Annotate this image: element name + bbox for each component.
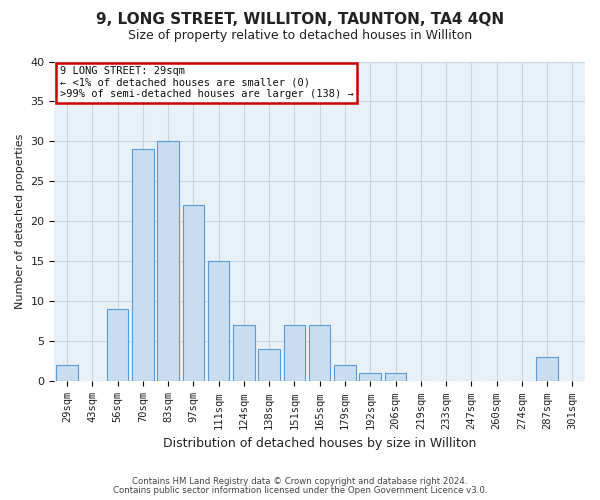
Bar xyxy=(56,366,78,382)
X-axis label: Distribution of detached houses by size in Williton: Distribution of detached houses by size … xyxy=(163,437,476,450)
Bar xyxy=(208,262,229,382)
Bar xyxy=(334,366,356,382)
Bar xyxy=(233,326,254,382)
Bar xyxy=(259,350,280,382)
Bar xyxy=(536,358,558,382)
Y-axis label: Number of detached properties: Number of detached properties xyxy=(15,134,25,309)
Bar xyxy=(385,374,406,382)
Bar xyxy=(107,310,128,382)
Bar xyxy=(132,150,154,382)
Text: 9, LONG STREET, WILLITON, TAUNTON, TA4 4QN: 9, LONG STREET, WILLITON, TAUNTON, TA4 4… xyxy=(96,12,504,28)
Text: Size of property relative to detached houses in Williton: Size of property relative to detached ho… xyxy=(128,29,472,42)
Text: 9 LONG STREET: 29sqm
← <1% of detached houses are smaller (0)
>99% of semi-detac: 9 LONG STREET: 29sqm ← <1% of detached h… xyxy=(60,66,353,100)
Bar xyxy=(157,142,179,382)
Bar xyxy=(309,326,331,382)
Bar xyxy=(284,326,305,382)
Bar xyxy=(359,374,381,382)
Text: Contains HM Land Registry data © Crown copyright and database right 2024.: Contains HM Land Registry data © Crown c… xyxy=(132,477,468,486)
Text: Contains public sector information licensed under the Open Government Licence v3: Contains public sector information licen… xyxy=(113,486,487,495)
Bar xyxy=(182,206,204,382)
